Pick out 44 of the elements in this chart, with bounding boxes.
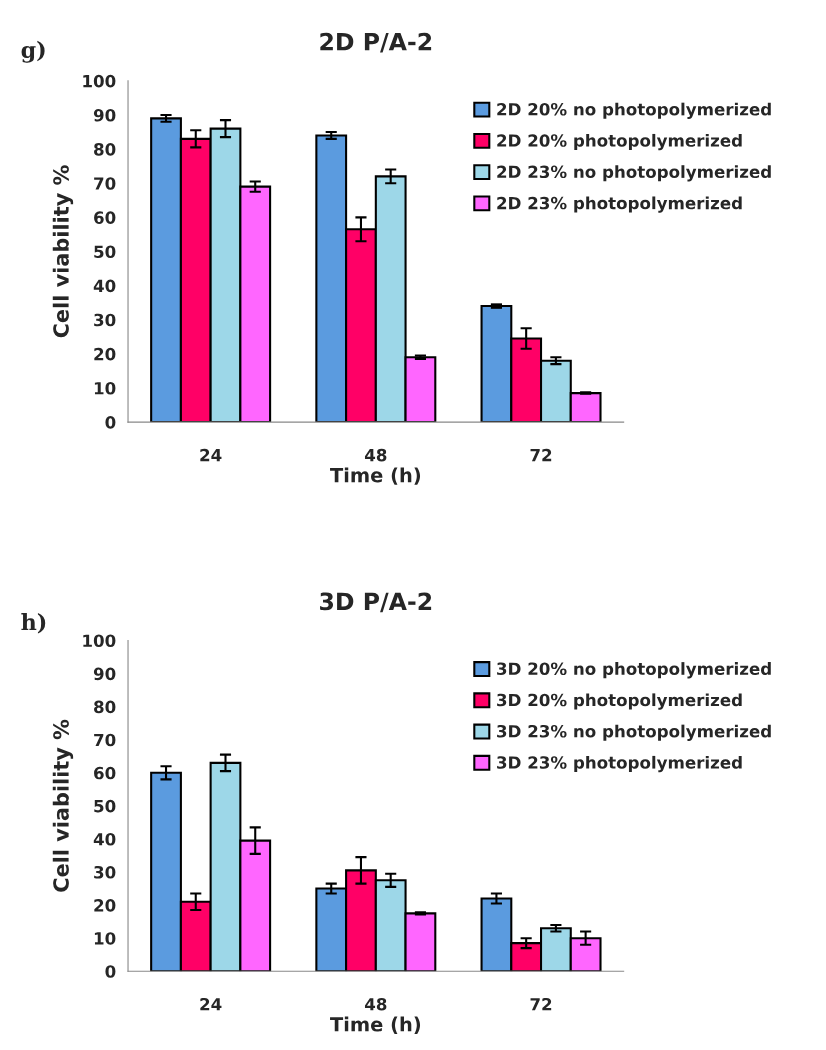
y-tick-label: 60 bbox=[94, 211, 116, 224]
text: h) bbox=[21, 613, 46, 634]
y-tick-label: 10 bbox=[94, 381, 116, 395]
legend-label: 3D 20% photopolymerized bbox=[497, 693, 742, 710]
chart-title: 2D P/A-2 bbox=[320, 32, 432, 53]
y-axis-title: Cell viability % bbox=[52, 719, 74, 892]
legend-label: 3D 23% no photopolymerized bbox=[497, 724, 771, 741]
legend-label: 2D 20% no photopolymerized bbox=[497, 102, 771, 119]
y-tick-label: 10 bbox=[94, 932, 116, 945]
chart-title: 3D P/A-2 bbox=[320, 592, 432, 613]
x-tick-label: 48 bbox=[364, 997, 387, 1011]
y-tick-label: 100 bbox=[83, 74, 116, 88]
y-tick-label: 40 bbox=[93, 279, 116, 293]
y-tick-label: 90 bbox=[93, 108, 116, 122]
x-axis-title: Time (h) bbox=[330, 467, 421, 485]
y-tick-label: 50 bbox=[94, 799, 116, 813]
legend-label: 3D 20% no photopolymerized bbox=[497, 662, 771, 679]
y-tick-label: 80 bbox=[94, 700, 116, 714]
y-tick-label: 80 bbox=[94, 143, 116, 156]
text: g) bbox=[21, 40, 45, 63]
y-tick-label: 100 bbox=[83, 634, 116, 648]
legend-label: 2D 23% photopolymerized bbox=[497, 196, 742, 213]
x-tick-label: 48 bbox=[364, 448, 387, 462]
y-tick-label: 60 bbox=[94, 766, 116, 780]
y-tick-label: 30 bbox=[94, 313, 116, 327]
legend-label: 2D 20% photopolymerized bbox=[497, 133, 742, 151]
y-tick-label: 0 bbox=[105, 965, 116, 978]
y-tick-label: 70 bbox=[94, 733, 116, 747]
x-tick-label: 72 bbox=[530, 448, 552, 462]
legend-label: 2D 23% no photopolymerized bbox=[497, 165, 771, 182]
y-tick-label: 70 bbox=[94, 177, 116, 190]
y-tick-label: 90 bbox=[93, 667, 116, 681]
y-tick-label: 30 bbox=[94, 865, 116, 879]
y-tick-label: 0 bbox=[105, 416, 116, 429]
x-tick-label: 24 bbox=[200, 448, 222, 462]
y-tick-label: 50 bbox=[94, 245, 116, 259]
y-tick-label: 20 bbox=[94, 899, 116, 912]
y-axis-title: Cell viability % bbox=[52, 165, 74, 338]
x-axis-title: Time (h) bbox=[330, 1016, 421, 1034]
x-tick-label: 72 bbox=[530, 997, 552, 1011]
legend-label: 3D 23% photopolymerized bbox=[497, 755, 742, 773]
y-tick-label: 40 bbox=[93, 832, 116, 846]
x-tick-label: 24 bbox=[200, 997, 222, 1011]
y-tick-label: 20 bbox=[94, 347, 116, 361]
